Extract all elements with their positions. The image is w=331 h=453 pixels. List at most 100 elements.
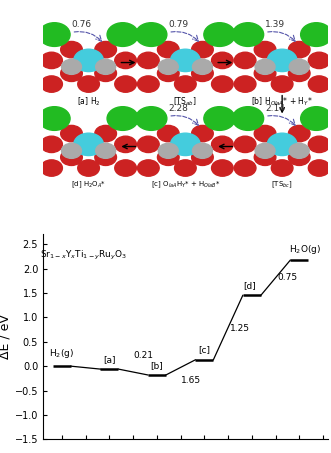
Circle shape xyxy=(255,59,275,74)
Circle shape xyxy=(115,76,136,92)
Circle shape xyxy=(138,52,159,68)
Circle shape xyxy=(41,160,62,176)
Circle shape xyxy=(212,136,233,153)
Circle shape xyxy=(158,59,178,74)
Text: 2.28: 2.28 xyxy=(168,104,188,113)
Circle shape xyxy=(62,143,81,159)
Circle shape xyxy=(158,65,179,82)
Circle shape xyxy=(136,23,167,46)
Circle shape xyxy=(267,49,297,72)
Circle shape xyxy=(288,41,310,58)
Text: [TS$_{ab}$]: [TS$_{ab}$] xyxy=(173,96,197,108)
Text: [c] O$_{laA}$H$_Y$* + H$_{OlaB}$*: [c] O$_{laA}$H$_Y$* + H$_{OlaB}$* xyxy=(151,180,220,190)
Y-axis label: ΔE / eV: ΔE / eV xyxy=(0,314,12,359)
Circle shape xyxy=(234,160,256,176)
Circle shape xyxy=(212,52,233,68)
Circle shape xyxy=(192,65,213,82)
Text: 0.75: 0.75 xyxy=(278,273,298,282)
Circle shape xyxy=(212,160,233,176)
Circle shape xyxy=(254,41,276,58)
Circle shape xyxy=(41,76,62,92)
Circle shape xyxy=(74,49,103,72)
Circle shape xyxy=(192,143,213,159)
Circle shape xyxy=(61,125,82,142)
Circle shape xyxy=(232,23,263,46)
Circle shape xyxy=(271,136,293,153)
Circle shape xyxy=(158,149,179,165)
Circle shape xyxy=(254,65,276,82)
Text: Sr$_{1-x}$Y$_x$Ti$_{1-y}$Ru$_y$O$_3$: Sr$_{1-x}$Y$_x$Ti$_{1-y}$Ru$_y$O$_3$ xyxy=(40,249,127,262)
Circle shape xyxy=(136,107,167,130)
Circle shape xyxy=(39,23,70,46)
Circle shape xyxy=(170,49,200,72)
Circle shape xyxy=(170,133,200,155)
Circle shape xyxy=(61,149,82,165)
Circle shape xyxy=(41,136,62,153)
Text: 0.21: 0.21 xyxy=(133,351,153,360)
Circle shape xyxy=(232,107,263,130)
Circle shape xyxy=(138,136,159,153)
Circle shape xyxy=(174,76,196,92)
Circle shape xyxy=(271,76,293,92)
Circle shape xyxy=(158,125,179,142)
Circle shape xyxy=(204,107,235,130)
Circle shape xyxy=(95,65,117,82)
Text: 2.14: 2.14 xyxy=(265,104,285,113)
Text: 0.76: 0.76 xyxy=(71,20,92,29)
Circle shape xyxy=(234,52,256,68)
Circle shape xyxy=(308,136,330,153)
Circle shape xyxy=(96,59,116,74)
Circle shape xyxy=(288,125,310,142)
Circle shape xyxy=(308,76,330,92)
Text: [a] H$_2$: [a] H$_2$ xyxy=(77,96,100,108)
Circle shape xyxy=(74,133,103,155)
Circle shape xyxy=(174,136,196,153)
Circle shape xyxy=(308,160,330,176)
Circle shape xyxy=(107,107,138,130)
Circle shape xyxy=(192,59,213,74)
Circle shape xyxy=(78,160,99,176)
Circle shape xyxy=(62,59,81,74)
Circle shape xyxy=(288,149,310,165)
Circle shape xyxy=(192,41,213,58)
Text: H$_2$(g): H$_2$(g) xyxy=(49,347,74,360)
Text: [d]: [d] xyxy=(243,281,256,290)
Circle shape xyxy=(174,160,196,176)
Circle shape xyxy=(271,160,293,176)
Circle shape xyxy=(255,143,275,159)
Circle shape xyxy=(158,143,178,159)
Circle shape xyxy=(234,136,256,153)
Circle shape xyxy=(289,59,309,74)
Circle shape xyxy=(78,76,99,92)
Circle shape xyxy=(308,52,330,68)
Circle shape xyxy=(204,23,235,46)
Circle shape xyxy=(39,107,70,130)
Circle shape xyxy=(78,136,99,153)
Circle shape xyxy=(301,23,331,46)
Circle shape xyxy=(288,65,310,82)
Circle shape xyxy=(95,125,117,142)
Text: 1.65: 1.65 xyxy=(181,376,201,386)
Circle shape xyxy=(138,76,159,92)
Text: [b] H$_{OlaA}$* + H$_Y$*: [b] H$_{OlaA}$* + H$_Y$* xyxy=(251,96,313,108)
Text: 0.79: 0.79 xyxy=(168,20,188,29)
Circle shape xyxy=(61,41,82,58)
Circle shape xyxy=(254,149,276,165)
Circle shape xyxy=(107,23,138,46)
Text: 1.39: 1.39 xyxy=(265,20,285,29)
Circle shape xyxy=(267,133,297,155)
Circle shape xyxy=(289,143,309,159)
Circle shape xyxy=(234,76,256,92)
Circle shape xyxy=(41,52,62,68)
Text: [d] H$_2$O$_A$*: [d] H$_2$O$_A$* xyxy=(71,180,106,190)
Text: [TS$_{bc}$]: [TS$_{bc}$] xyxy=(271,180,293,190)
Circle shape xyxy=(78,52,99,68)
Text: [a]: [a] xyxy=(103,355,116,364)
Text: [b]: [b] xyxy=(151,361,163,370)
Circle shape xyxy=(61,65,82,82)
Circle shape xyxy=(158,41,179,58)
Text: [c]: [c] xyxy=(198,345,210,354)
Text: 1.25: 1.25 xyxy=(230,323,251,333)
Circle shape xyxy=(115,136,136,153)
Circle shape xyxy=(95,41,117,58)
